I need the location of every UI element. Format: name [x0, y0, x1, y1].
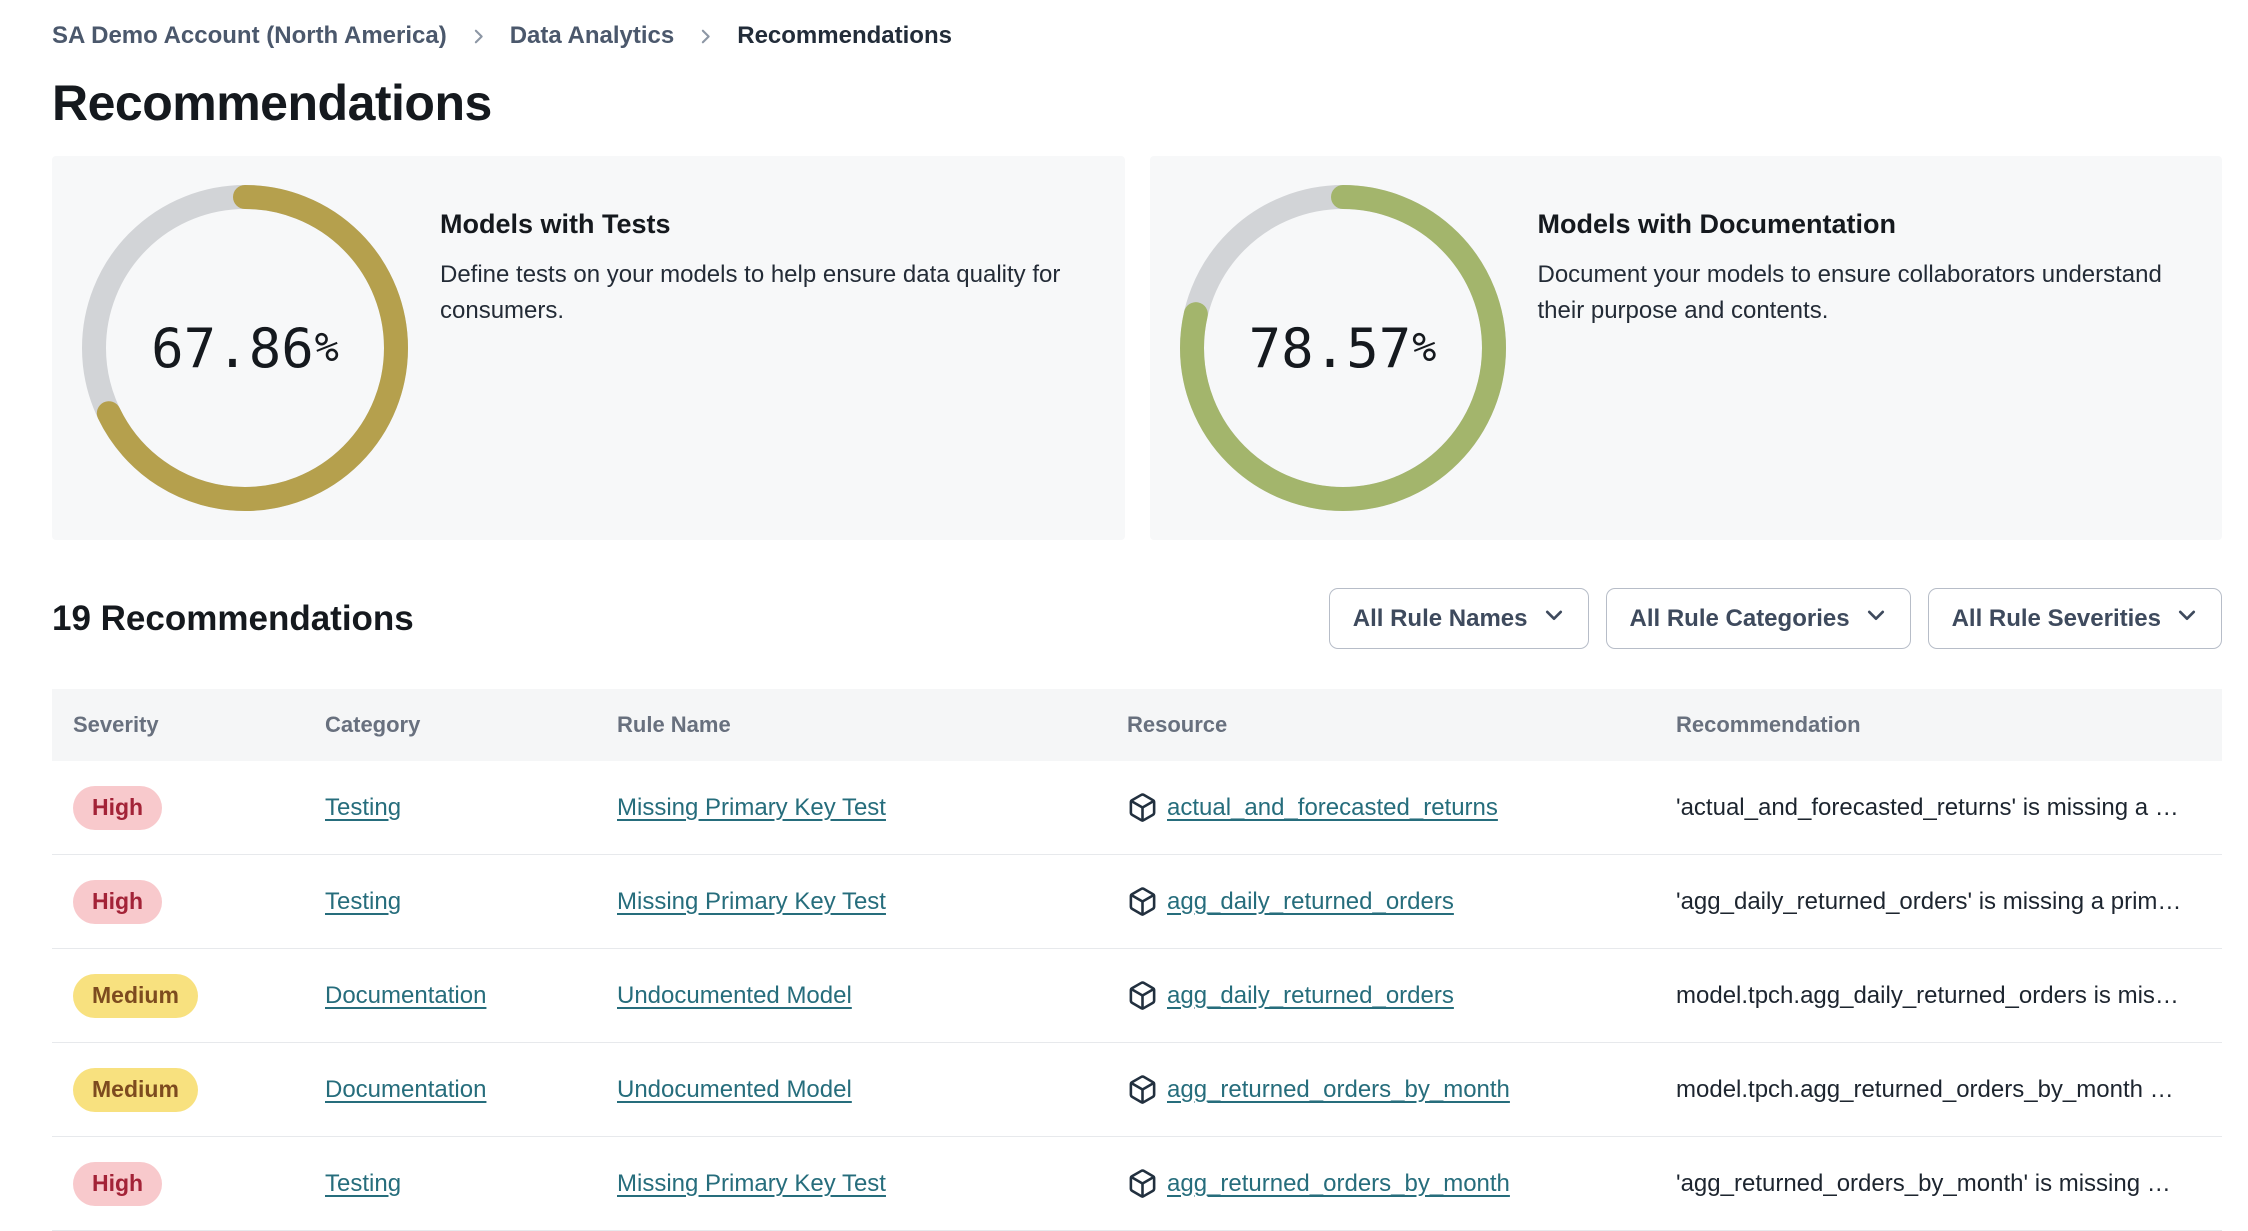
recommendations-table: Severity Category Rule Name Resource Rec… — [52, 689, 2222, 1231]
chevron-down-icon — [1865, 604, 1887, 633]
chevron-down-icon — [2176, 604, 2198, 633]
chevron-down-icon — [1543, 604, 1565, 633]
metric-cards: 67.86% Models with Tests Define tests on… — [52, 156, 2222, 540]
recommendation-text: model.tpch.agg_daily_returned_orders is … — [1676, 981, 2179, 1009]
severity-badge: High — [73, 785, 163, 830]
model-cube-icon — [1127, 792, 1158, 823]
table-row: High Testing Missing Primary Key Test ac… — [52, 761, 2222, 855]
table-header: Severity Category Rule Name Resource Rec… — [52, 689, 2222, 761]
resource-link[interactable]: agg_daily_returned_orders — [1167, 887, 1454, 915]
recommendation-text: 'actual_and_forecasted_returns' is missi… — [1676, 793, 2179, 821]
table-row: High Testing Missing Primary Key Test ag… — [52, 1137, 2222, 1231]
resource-link[interactable]: agg_daily_returned_orders — [1167, 981, 1454, 1009]
column-header-recommendation: Recommendation — [1676, 712, 1861, 737]
recommendations-count: 19 Recommendations — [52, 598, 414, 638]
severity-badge: High — [73, 1161, 163, 1206]
documentation-donut-chart: 78.57% — [1179, 185, 1506, 511]
severity-badge: Medium — [73, 1067, 198, 1112]
table-row: Medium Documentation Undocumented Model … — [52, 1043, 2222, 1137]
column-header-category: Category — [325, 712, 421, 737]
model-cube-icon — [1127, 1168, 1158, 1199]
category-link[interactable]: Testing — [325, 1169, 402, 1197]
rule-name-link[interactable]: Missing Primary Key Test — [617, 887, 886, 915]
category-link[interactable]: Testing — [325, 887, 402, 915]
column-header-severity: Severity — [73, 712, 159, 737]
tests-percentage: 67.86% — [151, 316, 339, 380]
card-title: Models with Tests — [440, 209, 671, 239]
rule-name-link[interactable]: Missing Primary Key Test — [617, 1169, 886, 1197]
recommendation-text: 'agg_returned_orders_by_month' is missin… — [1676, 1169, 2171, 1197]
table-body: High Testing Missing Primary Key Test ac… — [52, 761, 2222, 1231]
rule-name-link[interactable]: Missing Primary Key Test — [617, 793, 886, 821]
category-link[interactable]: Testing — [325, 793, 402, 821]
resource-link[interactable]: agg_returned_orders_by_month — [1167, 1075, 1510, 1103]
breadcrumb-current: Recommendations — [737, 22, 952, 49]
rule-names-filter[interactable]: All Rule Names — [1328, 588, 1589, 649]
resource-link[interactable]: actual_and_forecasted_returns — [1167, 793, 1498, 821]
model-cube-icon — [1127, 980, 1158, 1011]
rule-severities-filter[interactable]: All Rule Severities — [1927, 588, 2222, 649]
breadcrumb: SA Demo Account (North America) Data Ana… — [52, 0, 2222, 50]
recommendation-text: model.tpch.agg_returned_orders_by_month … — [1676, 1075, 2174, 1103]
table-row: High Testing Missing Primary Key Test ag… — [52, 855, 2222, 949]
tests-donut-chart: 67.86% — [82, 185, 408, 511]
table-row: Medium Documentation Undocumented Model … — [52, 949, 2222, 1043]
filter-bar: All Rule Names All Rule Categories All R… — [1328, 588, 2222, 649]
rule-name-link[interactable]: Undocumented Model — [617, 981, 852, 1009]
card-description: Define tests on your models to help ensu… — [440, 261, 1061, 324]
model-cube-icon — [1127, 1074, 1158, 1105]
breadcrumb-project[interactable]: Data Analytics — [509, 22, 675, 49]
severity-badge: Medium — [73, 973, 198, 1018]
page-title: Recommendations — [52, 75, 492, 131]
card-title: Models with Documentation — [1537, 209, 1897, 239]
category-link[interactable]: Documentation — [325, 981, 487, 1009]
models-with-tests-card: 67.86% Models with Tests Define tests on… — [52, 156, 1125, 540]
breadcrumb-account[interactable]: SA Demo Account (North America) — [52, 22, 447, 49]
column-header-resource: Resource — [1127, 712, 1228, 737]
rule-name-link[interactable]: Undocumented Model — [617, 1075, 852, 1103]
rule-categories-filter[interactable]: All Rule Categories — [1605, 588, 1911, 649]
category-link[interactable]: Documentation — [325, 1075, 487, 1103]
chevron-right-icon — [696, 27, 715, 46]
documentation-percentage: 78.57% — [1248, 316, 1437, 380]
models-with-documentation-card: 78.57% Models with Documentation Documen… — [1149, 156, 2222, 540]
severity-badge: High — [73, 879, 163, 924]
card-description: Document your models to ensure collabora… — [1537, 261, 2162, 324]
chevron-right-icon — [469, 27, 488, 46]
recommendation-text: 'agg_daily_returned_orders' is missing a… — [1676, 887, 2182, 915]
model-cube-icon — [1127, 886, 1158, 917]
column-header-rule-name: Rule Name — [617, 712, 731, 737]
resource-link[interactable]: agg_returned_orders_by_month — [1167, 1169, 1510, 1197]
